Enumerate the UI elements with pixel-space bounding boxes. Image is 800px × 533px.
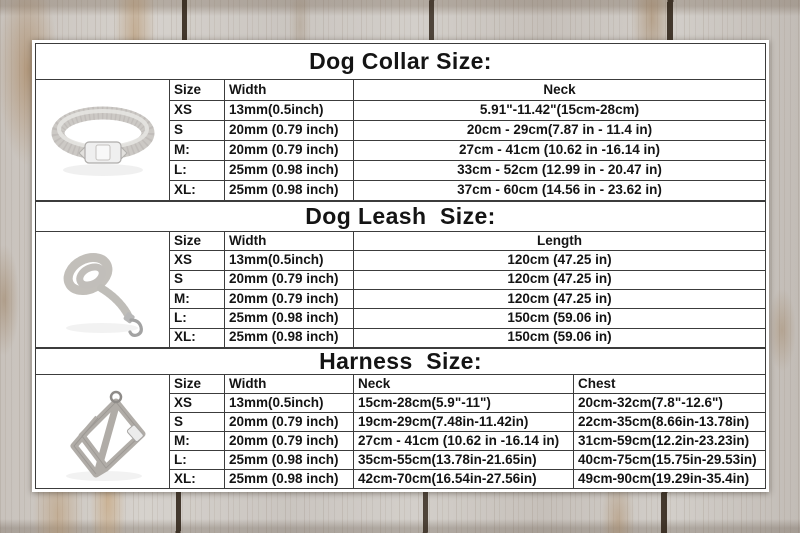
harness-header-row: Size Width Neck Chest (35, 374, 766, 489)
harness-cell: XS (169, 393, 225, 414)
dog-collar-cell: 5.91"-11.42"(15cm-28cm) (353, 99, 766, 121)
harness-size-table: Harness Size: Size Width Neck Chest XS 13mm(0… (35, 347, 766, 489)
dog-collar-row-4: XL: 25mm (0.98 inch) 37cm - 60cm (14.56 in… (36, 179, 766, 202)
harness-cell: 13mm(0.5inch) (224, 393, 354, 414)
harness-cell: 15cm-28cm(5.9"-11") (353, 393, 574, 414)
harness-cell: 42cm-70cm(16.54in-27.56in) (353, 469, 574, 489)
harness-cell: M: (169, 431, 225, 452)
dog-leash-row-1: S 20mm (0.79 inch) 120cm (47.25 in) (36, 269, 766, 290)
harness-row-3: L: 25mm (0.98 inch) 35cm-55cm(13.78in-21.6… (36, 450, 766, 471)
dog-collar-cell: 33cm - 52cm (12.99 in - 20.47 in) (353, 159, 766, 181)
harness-cell: 25mm (0.98 inch) (224, 450, 354, 471)
dog-collar-title-row: Dog Collar Size: (35, 42, 766, 81)
dog-collar-cell: 25mm (0.98 inch) (224, 159, 354, 181)
harness-cell: S (169, 412, 225, 433)
dog-collar-cell: 25mm (0.98 inch) (224, 179, 354, 202)
dog-collar-cell: XL: (169, 179, 225, 202)
dog-leash-cell: 150cm (59.06 in) (353, 308, 766, 329)
harness-cell: 27cm - 41cm (10.62 in -16.14 in) (353, 431, 574, 452)
dog-leash-cell: XS (169, 250, 225, 271)
dog-leash-size-table: Dog Leash Size: Size Width Length XS 13mm(0.… (35, 200, 766, 349)
size-chart-panel: Dog Collar Size: Size Width Neck XS 13mm(0.5… (32, 40, 769, 492)
harness-cell: L: (169, 450, 225, 471)
dog-leash-title-row: Dog Leash Size: (35, 200, 766, 233)
dog-leash-cell: L: (169, 308, 225, 329)
harness-row-4: XL: 25mm (0.98 inch) 42cm-70cm(16.54in-27.… (36, 469, 766, 489)
dog-collar-cell: 13mm(0.5inch) (224, 99, 354, 121)
harness-row-1: S 20mm (0.79 inch) 19cm-29cm(7.48in-11.42i… (36, 412, 766, 433)
harness-col-header-width: Width (224, 374, 354, 395)
harness-title: Harness Size: (35, 347, 766, 376)
dog-leash-col-header-length: Length (353, 231, 766, 252)
dog-collar-row-1: S 20mm (0.79 inch) 20cm - 29cm(7.87 in - 1… (36, 119, 766, 141)
dog-leash-cell: 25mm (0.98 inch) (224, 327, 354, 349)
harness-cell: 20mm (0.79 inch) (224, 431, 354, 452)
dog-collar-header-row: Size Width Neck (35, 79, 766, 201)
harness-cell: 25mm (0.98 inch) (224, 469, 354, 489)
harness-photo-icon (35, 374, 170, 489)
dog-leash-header-row: Size Width Length (35, 231, 766, 348)
dog-leash-col-header-size: Size (169, 231, 225, 252)
dog-leash-cell: 20mm (0.79 inch) (224, 288, 354, 310)
dog-collar-cell: 20mm (0.79 inch) (224, 139, 354, 161)
harness-row-2: M: 20mm (0.79 inch) 27cm - 41cm (10.62 in … (36, 431, 766, 452)
dog-collar-row-0: XS 13mm(0.5inch) 5.91"-11.42"(15cm-28cm) (36, 99, 766, 121)
harness-cell: 40cm-75cm(15.75in-29.53in) (573, 450, 766, 471)
dog-collar-cell: XS (169, 99, 225, 121)
dog-collar-cell: M: (169, 139, 225, 161)
dog-leash-title: Dog Leash Size: (35, 200, 766, 233)
harness-col-header-size: Size (169, 374, 225, 395)
harness-cell: 35cm-55cm(13.78in-21.65in) (353, 450, 574, 471)
dog-leash-cell: 120cm (47.25 in) (353, 269, 766, 290)
dog-collar-title: Dog Collar Size: (35, 42, 766, 81)
harness-cell: 19cm-29cm(7.48in-11.42in) (353, 412, 574, 433)
harness-col-header-chest: Chest (573, 374, 766, 395)
dog-collar-cell: 20cm - 29cm(7.87 in - 11.4 in) (353, 119, 766, 141)
harness-cell: 31cm-59cm(12.2in-23.23in) (573, 431, 766, 452)
dog-leash-cell: 13mm(0.5inch) (224, 250, 354, 271)
harness-cell: XL: (169, 469, 225, 489)
harness-cell: 20mm (0.79 inch) (224, 412, 354, 433)
leash-photo-icon (35, 231, 170, 348)
dog-leash-row-0: XS 13mm(0.5inch) 120cm (47.25 in) (36, 250, 766, 271)
dog-leash-col-header-width: Width (224, 231, 354, 252)
dog-leash-cell: 25mm (0.98 inch) (224, 308, 354, 329)
harness-col-header-neck: Neck (353, 374, 574, 395)
dog-leash-cell: 20mm (0.79 inch) (224, 269, 354, 290)
dog-leash-row-2: M: 20mm (0.79 inch) 120cm (47.25 in) (36, 288, 766, 310)
dog-collar-cell: 27cm - 41cm (10.62 in -16.14 in) (353, 139, 766, 161)
dog-leash-cell: 120cm (47.25 in) (353, 250, 766, 271)
harness-row-0: XS 13mm(0.5inch) 15cm-28cm(5.9"-11") 20cm-3… (36, 393, 766, 414)
harness-cell: 22cm-35cm(8.66in-13.78in) (573, 412, 766, 433)
dog-leash-cell: M: (169, 288, 225, 310)
dog-collar-cell: L: (169, 159, 225, 181)
harness-cell: 49cm-90cm(19.29in-35.4in) (573, 469, 766, 489)
dog-collar-cell: S (169, 119, 225, 141)
dog-collar-col-header-neck: Neck (353, 79, 766, 101)
dog-leash-cell: XL: (169, 327, 225, 349)
dog-collar-cell: 37cm - 60cm (14.56 in - 23.62 in) (353, 179, 766, 202)
dog-leash-cell: 150cm (59.06 in) (353, 327, 766, 349)
dog-leash-cell: 120cm (47.25 in) (353, 288, 766, 310)
dog-collar-cell: 20mm (0.79 inch) (224, 119, 354, 141)
dog-collar-col-header-width: Width (224, 79, 354, 101)
dog-leash-cell: S (169, 269, 225, 290)
harness-title-row: Harness Size: (35, 347, 766, 376)
dog-collar-row-2: M: 20mm (0.79 inch) 27cm - 41cm (10.62 in … (36, 139, 766, 161)
collar-photo-icon (35, 79, 170, 201)
harness-cell: 20cm-32cm(7.8"-12.6") (573, 393, 766, 414)
dog-collar-size-table: Dog Collar Size: Size Width Neck XS 13mm(0.5… (35, 42, 766, 202)
dog-leash-row-4: XL: 25mm (0.98 inch) 150cm (59.06 in) (36, 327, 766, 349)
dog-collar-col-header-size: Size (169, 79, 225, 101)
